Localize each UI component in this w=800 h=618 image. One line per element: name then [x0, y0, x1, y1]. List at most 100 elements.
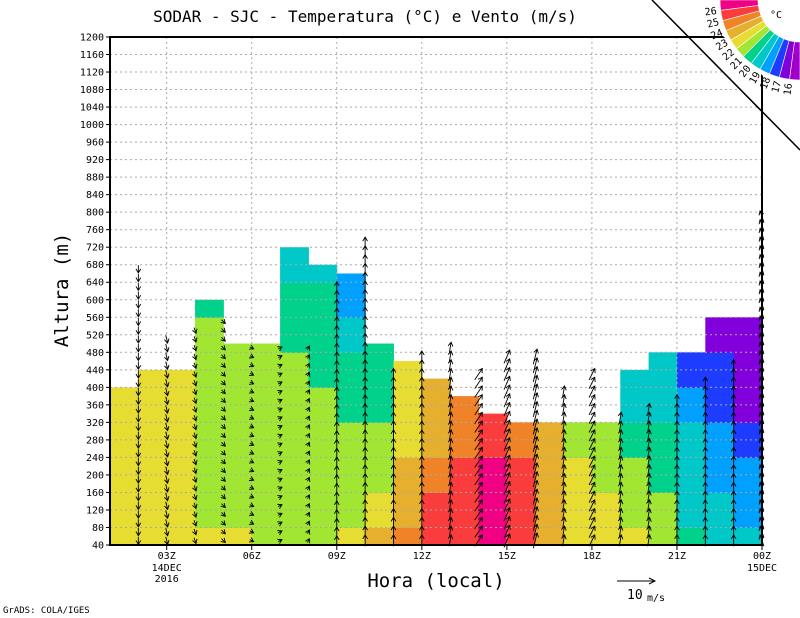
wind-arrow	[277, 477, 283, 483]
y-tick-label: 40	[92, 541, 104, 552]
temperature-cell	[620, 527, 650, 546]
wind-arrow	[588, 437, 596, 451]
wind-arrow	[532, 453, 539, 470]
temperature-cell	[648, 387, 678, 423]
x-tick-label: 18Z	[583, 551, 601, 562]
wind-arrow	[135, 457, 142, 467]
wind-arrow	[532, 383, 539, 400]
wind-arrow	[474, 376, 483, 389]
temperature-cell	[478, 527, 508, 546]
wind-arrow	[532, 470, 539, 488]
wind-arrow	[532, 435, 539, 452]
wind-arrow	[135, 326, 142, 336]
temperature-cell	[648, 492, 678, 528]
colorbar-label: 23	[714, 38, 730, 54]
wind-arrow	[474, 481, 483, 495]
wind-arrow	[474, 385, 483, 398]
wind-arrow	[503, 445, 511, 460]
wind-arrow	[305, 502, 311, 509]
wind-arrow	[248, 344, 255, 350]
temperature-cell	[280, 492, 309, 528]
x-tick-label: 09Z	[328, 551, 346, 562]
wind-arrow	[474, 455, 483, 468]
temperature-cell	[450, 527, 480, 546]
wind-arrow	[135, 466, 142, 476]
wind-arrow	[588, 472, 596, 486]
wind-arrow	[220, 424, 226, 430]
temperature-cell	[365, 492, 394, 528]
wind-arrow	[305, 397, 311, 404]
wind-arrow	[135, 510, 142, 520]
wind-arrow	[164, 519, 170, 528]
wind-arrow	[474, 516, 483, 530]
wind-arrow	[277, 530, 283, 536]
temperature-cell	[648, 422, 678, 458]
wind-arrow	[305, 389, 311, 395]
temperature-cell	[308, 492, 338, 528]
wind-arrow	[503, 366, 511, 382]
wind-arrow	[503, 357, 511, 373]
y-tick-label: 640	[86, 278, 104, 289]
temperature-cell	[365, 527, 394, 546]
y-tick-label: 880	[86, 173, 104, 184]
wind-arrow	[220, 476, 226, 482]
y-tick-label: 200	[86, 470, 104, 481]
wind-arrow	[248, 476, 255, 482]
temperature-cell	[365, 422, 394, 458]
wind-arrow	[362, 236, 368, 249]
wind-arrow	[532, 392, 539, 409]
wind-arrow	[192, 415, 198, 422]
colorbar-label: 26	[704, 6, 717, 18]
wind-arrow	[164, 449, 170, 458]
wind-arrow	[135, 501, 142, 511]
temperature-cell	[393, 457, 423, 493]
wind-arrow	[305, 354, 311, 360]
colorbar-label: 17	[770, 80, 784, 94]
wind-arrow	[305, 485, 311, 491]
wind-arrow	[164, 510, 170, 519]
wind-arrow	[164, 344, 170, 353]
wind-arrow	[532, 444, 539, 461]
wind-arrow	[192, 476, 198, 483]
wind-arrow	[305, 494, 311, 500]
wind-arrow	[503, 401, 511, 417]
wind-arrow	[503, 471, 511, 487]
wind-arrow	[192, 423, 198, 431]
temperature-cell	[478, 492, 508, 528]
temperature-cell	[308, 264, 338, 283]
wind-arrow	[305, 371, 311, 377]
temperature-cell	[110, 457, 139, 493]
wind-arrow	[248, 502, 255, 508]
wind-arrow	[220, 327, 226, 333]
temperature-field	[110, 247, 763, 546]
wind-arrow	[135, 379, 142, 388]
wind-arrow	[474, 429, 483, 442]
temperature-cell	[138, 422, 168, 458]
temperature-cell	[110, 422, 139, 458]
wind-arrow	[220, 441, 226, 447]
wind-arrow	[730, 358, 737, 372]
temperature-cell	[251, 527, 281, 546]
temperature-cell	[195, 492, 224, 528]
colorbar-label: 19	[748, 70, 764, 86]
wind-arrow	[192, 432, 198, 440]
wind-arrow	[588, 481, 596, 494]
plot-frame	[109, 36, 763, 546]
wind-arrow	[588, 420, 596, 433]
temperature-cell	[280, 527, 309, 546]
wind-arrow	[305, 476, 311, 483]
wind-arrow	[617, 411, 624, 424]
wind-arrow	[588, 525, 596, 538]
wind-arrow	[588, 385, 596, 398]
wind-arrow	[532, 505, 539, 523]
temperature-cell	[450, 457, 480, 493]
wind-arrow	[588, 516, 596, 530]
wind-arrow	[164, 335, 170, 344]
wind-arrow	[135, 528, 142, 537]
wind-arrow	[192, 406, 198, 413]
wind-arrow	[220, 467, 226, 474]
temperature-cell	[110, 527, 139, 546]
wind-arrow	[135, 405, 142, 414]
wind-arrow	[248, 519, 255, 525]
colorbar-label: 18	[759, 76, 774, 91]
